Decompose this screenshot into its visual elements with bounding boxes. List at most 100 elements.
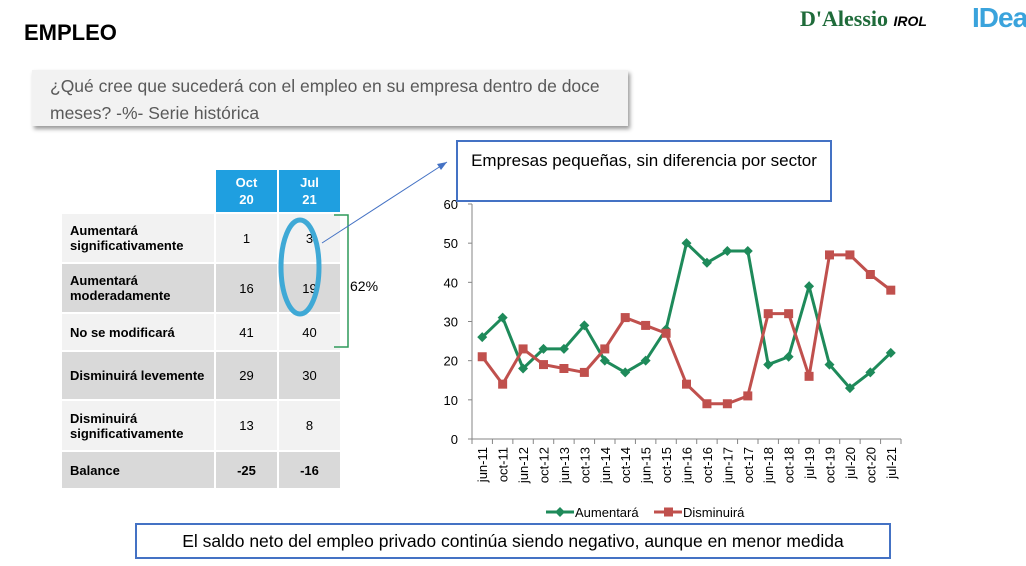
x-tick-label: jun-18 bbox=[761, 447, 776, 484]
x-tick-label: jul-20 bbox=[843, 447, 858, 480]
y-tick-label: 50 bbox=[444, 236, 458, 251]
x-tick-label: oct-17 bbox=[741, 447, 756, 483]
data-point bbox=[518, 363, 529, 374]
data-point bbox=[518, 344, 528, 354]
data-point bbox=[865, 367, 876, 378]
x-tick-label: oct-19 bbox=[823, 447, 838, 483]
data-point bbox=[538, 343, 549, 354]
cell: 13 bbox=[216, 401, 277, 450]
data-point bbox=[885, 347, 896, 358]
data-point bbox=[804, 371, 814, 381]
x-tick-label: oct-14 bbox=[618, 447, 633, 483]
data-point bbox=[722, 399, 732, 409]
data-point bbox=[845, 250, 855, 260]
data-point bbox=[620, 367, 631, 378]
column-header-oct20: Oct 20 bbox=[216, 170, 277, 212]
question-box: ¿Qué cree que sucederá con el empleo en … bbox=[32, 70, 628, 126]
table-row: Aumentará moderadamente 16 19 bbox=[62, 264, 340, 312]
x-tick-label: jul-21 bbox=[884, 447, 899, 480]
callout-box: Empresas pequeñas, sin diferencia por se… bbox=[456, 140, 832, 202]
data-point bbox=[579, 367, 589, 377]
dalessio-irol-logo: D'Alessio IROL bbox=[800, 6, 927, 32]
data-point bbox=[559, 364, 569, 373]
legend-marker-icon bbox=[664, 507, 673, 517]
x-tick-label: jun-16 bbox=[680, 447, 695, 484]
cell: -16 bbox=[279, 452, 340, 488]
data-point bbox=[682, 379, 691, 389]
conclusion-box: El saldo neto del empleo privado continú… bbox=[135, 523, 891, 559]
cell: 8 bbox=[279, 401, 340, 450]
y-tick-label: 20 bbox=[444, 354, 458, 369]
data-point bbox=[825, 250, 834, 260]
x-tick-label: oct-11 bbox=[496, 447, 511, 482]
row-label: Disminuirá significativamente bbox=[62, 401, 214, 450]
data-point bbox=[498, 379, 508, 389]
data-point bbox=[641, 320, 651, 330]
data-point bbox=[579, 320, 590, 331]
row-label: Aumentará moderadamente bbox=[62, 264, 214, 312]
row-label: Balance bbox=[62, 452, 214, 488]
results-table: Oct 20 Jul 21 Aumentará significativamente… bbox=[60, 168, 342, 490]
legend-marker-icon bbox=[555, 507, 565, 517]
row-label: No se modificará bbox=[62, 314, 214, 350]
bracket-label: 62% bbox=[350, 278, 379, 294]
table-row: Disminuirá levemente 29 30 bbox=[62, 352, 340, 399]
data-point bbox=[600, 344, 610, 354]
data-point bbox=[742, 246, 753, 256]
page-title: EMPLEO bbox=[24, 20, 117, 45]
data-point bbox=[477, 332, 488, 343]
data-point bbox=[743, 391, 753, 401]
data-point bbox=[558, 343, 569, 354]
logo-irol-text: IROL bbox=[893, 13, 927, 29]
data-point bbox=[763, 309, 773, 319]
data-point bbox=[824, 359, 835, 370]
x-tick-label: jun-11 bbox=[475, 447, 490, 483]
arrow-head-icon bbox=[437, 162, 447, 170]
data-point bbox=[804, 281, 815, 292]
y-tick-label: 60 bbox=[444, 197, 458, 212]
y-tick-label: 40 bbox=[444, 275, 458, 290]
data-point bbox=[763, 359, 774, 370]
data-point bbox=[701, 257, 712, 268]
cell: 29 bbox=[216, 352, 277, 399]
data-point bbox=[477, 352, 487, 362]
bracket bbox=[334, 214, 349, 348]
table-row: Aumentará significativamente 1 3 bbox=[62, 214, 340, 262]
x-tick-label: jun-13 bbox=[557, 447, 572, 484]
callout-arrow bbox=[321, 161, 448, 244]
cell: 1 bbox=[216, 214, 277, 262]
y-tick-label: 10 bbox=[444, 393, 458, 408]
cell: 41 bbox=[216, 314, 277, 350]
data-point bbox=[599, 355, 610, 366]
x-tick-label: oct-15 bbox=[659, 447, 674, 483]
cell: -25 bbox=[216, 452, 277, 488]
y-tick-label: 30 bbox=[444, 315, 458, 330]
data-point bbox=[640, 355, 651, 366]
x-tick-label: oct-13 bbox=[577, 447, 592, 483]
cell: 40 bbox=[279, 314, 340, 350]
data-point bbox=[886, 285, 896, 295]
cell: 16 bbox=[216, 264, 277, 312]
x-tick-label: oct-20 bbox=[863, 447, 878, 483]
idea-logo: IDea bbox=[972, 2, 1026, 33]
table-header-row: Oct 20 Jul 21 bbox=[62, 170, 340, 212]
y-tick-label: 0 bbox=[451, 432, 458, 447]
x-tick-label: oct-18 bbox=[782, 447, 797, 483]
data-point bbox=[681, 238, 692, 249]
data-point bbox=[620, 313, 630, 323]
legend-label: Disminuirá bbox=[683, 505, 745, 520]
data-point bbox=[783, 351, 794, 362]
x-tick-label: oct-12 bbox=[537, 447, 552, 483]
row-label: Aumentará significativamente bbox=[62, 214, 214, 262]
data-point bbox=[497, 312, 508, 323]
highlight-ellipse bbox=[278, 217, 322, 317]
data-point bbox=[844, 383, 855, 394]
x-tick-label: oct-16 bbox=[700, 447, 715, 483]
logo-text: D'Alessio bbox=[800, 6, 888, 31]
data-point bbox=[865, 270, 875, 279]
x-tick-label: jun-12 bbox=[516, 447, 531, 484]
x-tick-label: jun-14 bbox=[598, 447, 613, 484]
legend-label: Aumentará bbox=[575, 505, 639, 520]
x-tick-label: jun-15 bbox=[639, 447, 654, 484]
